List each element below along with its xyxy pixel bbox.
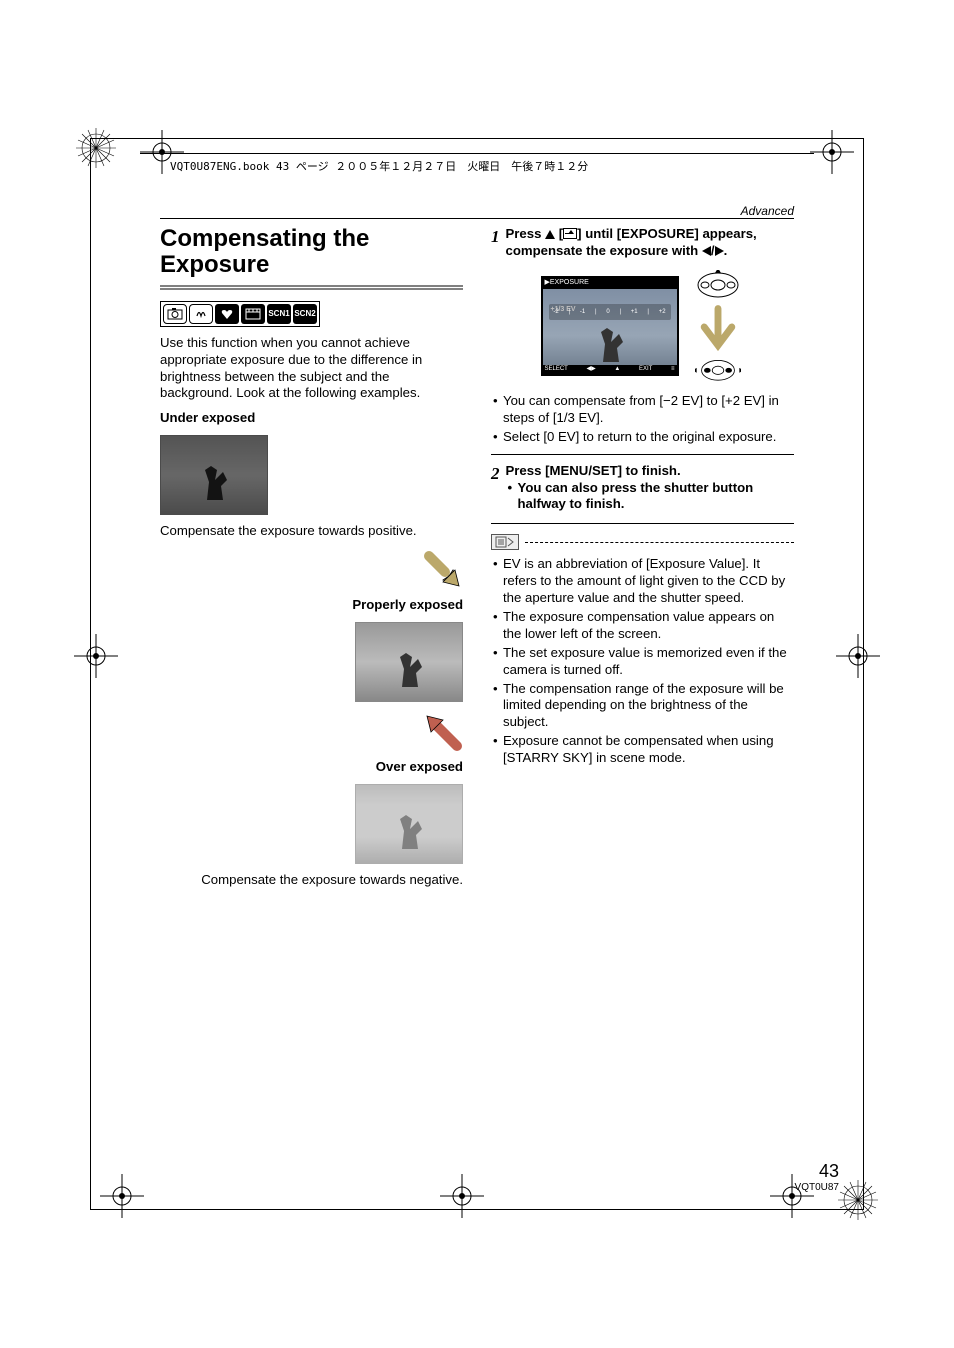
note-icon: [491, 534, 519, 550]
proper-block: Properly exposed Over exposed Compensate…: [160, 548, 463, 888]
mode-icon-strip: SCN1 SCN2: [160, 301, 320, 327]
note: The exposure compensation value appears …: [491, 609, 794, 643]
step-divider: [491, 523, 794, 524]
under-exposed-image: [160, 435, 268, 515]
arrow-up-icon: [423, 712, 463, 752]
left-column: Compensating the Exposure SCN1 SCN2 Use …: [160, 226, 463, 897]
step-2: 2 Press [MENU/SET] to finish. You can al…: [491, 463, 794, 516]
scn2-icon: SCN2: [293, 304, 317, 324]
lcd-screen: ▶EXPOSURE +1/3 EV -2| -1| 0| +1| +2 SELE…: [541, 276, 679, 376]
right-column: 1 Press [] until [EXPOSURE] appears, com…: [491, 226, 794, 897]
running-header: VQT0U87ENG.book 43 ページ ２００５年１２月２７日 火曜日 午…: [170, 158, 588, 174]
under-exposed-caption: Compensate the exposure towards positive…: [160, 523, 463, 540]
note: Exposure cannot be compensated when usin…: [491, 733, 794, 767]
left-triangle-icon: [702, 246, 711, 256]
macro-icon: [189, 304, 213, 324]
bullet: You can compensate from [−2 EV] to [+2 E…: [491, 393, 794, 427]
over-exposed-label: Over exposed: [160, 759, 463, 776]
over-exposed-image: [355, 784, 463, 864]
note: The set exposure value is memorized even…: [491, 645, 794, 679]
right-triangle-icon: [715, 246, 724, 256]
note: The compensation range of the exposure w…: [491, 681, 794, 732]
bullet: Select [0 EV] to return to the original …: [491, 429, 794, 446]
lcd-title: ▶EXPOSURE: [543, 278, 677, 289]
over-exposed-caption: Compensate the exposure towards negative…: [160, 872, 463, 889]
camera-icon: [163, 304, 187, 324]
step-2-sub: You can also press the shutter button ha…: [506, 480, 795, 514]
lcd-scale: -2| -1| 0| +1| +2: [549, 304, 671, 320]
notes-list: EV is an abbreviation of [Exposure Value…: [491, 556, 794, 767]
step-2-body: Press [MENU/SET] to finish. You can also…: [506, 463, 795, 516]
page-number: 43: [795, 1161, 839, 1182]
title-rule: [160, 285, 463, 291]
step-1-bullets: You can compensate from [−2 EV] to [+2 E…: [491, 393, 794, 446]
scn1-icon: SCN1: [267, 304, 291, 324]
under-exposed-label: Under exposed: [160, 410, 463, 427]
step-divider: [491, 454, 794, 455]
step-1-title: Press [] until [EXPOSURE] appears, compe…: [506, 226, 795, 260]
page-footer: 43 VQT0U87: [795, 1161, 839, 1193]
dpad-bottom-icon: [695, 358, 741, 383]
lcd-illustration: ▶EXPOSURE +1/3 EV -2| -1| 0| +1| +2 SELE…: [491, 270, 794, 383]
intro-text: Use this function when you cannot achiev…: [160, 335, 463, 403]
page-title: Compensating the Exposure: [160, 226, 463, 279]
step-1: 1 Press [] until [EXPOSURE] appears, com…: [491, 226, 794, 260]
section-rule: [160, 218, 794, 219]
lcd-footer: SELECT◀▶▲EXIT≡: [543, 365, 677, 375]
proper-exposed-image: [355, 622, 463, 702]
exposure-comp-icon: [563, 228, 577, 239]
proper-exposed-label: Properly exposed: [160, 597, 463, 614]
doc-id: VQT0U87: [795, 1182, 839, 1193]
movie-icon: [241, 304, 265, 324]
section-name: Advanced: [741, 204, 794, 218]
step-1-num: 1: [491, 226, 500, 260]
dpad-top-icon: [695, 270, 741, 300]
step-2-title: Press [MENU/SET] to finish.: [506, 463, 795, 480]
note-divider: [491, 534, 794, 550]
arrow-down-icon: [423, 550, 463, 590]
up-triangle-icon: [545, 230, 555, 239]
down-arrow-icon: [695, 304, 741, 355]
content: Compensating the Exposure SCN1 SCN2 Use …: [160, 226, 794, 897]
step-2-num: 2: [491, 463, 500, 516]
dashes: [525, 542, 794, 543]
heart-icon: [215, 304, 239, 324]
header-rule: [140, 153, 814, 154]
dpad-diagram: [691, 270, 745, 383]
note: EV is an abbreviation of [Exposure Value…: [491, 556, 794, 607]
